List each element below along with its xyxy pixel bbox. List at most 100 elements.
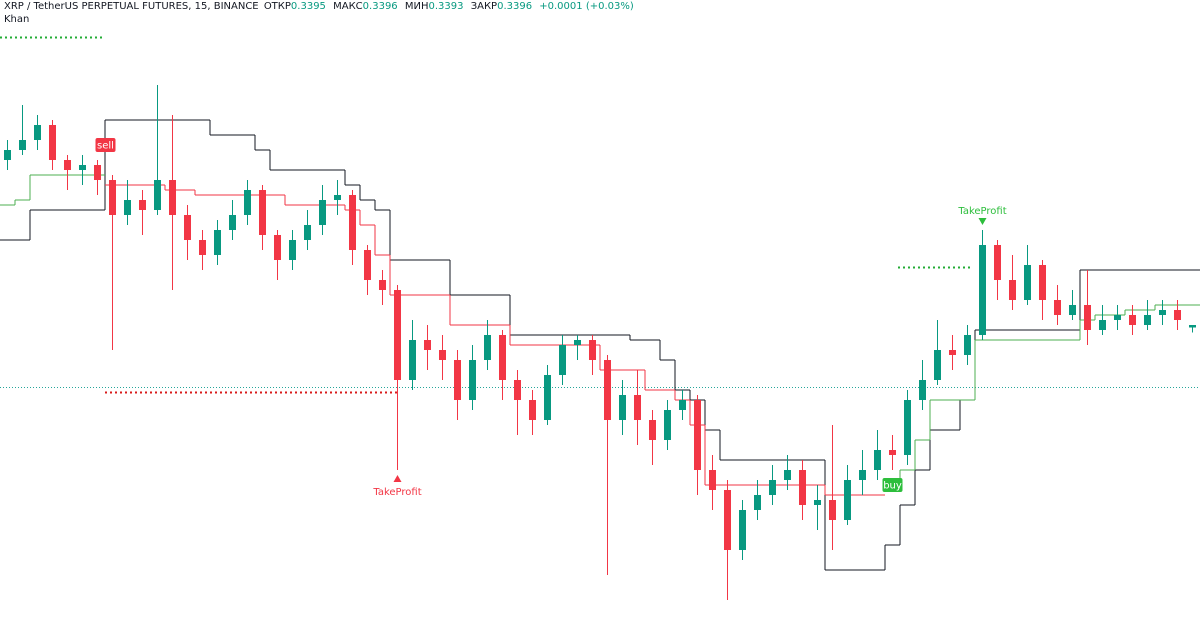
candle-body: [1024, 265, 1031, 300]
candle-body: [799, 470, 806, 505]
candle-body: [79, 165, 86, 170]
candle-body: [889, 450, 896, 455]
candle-body: [1114, 315, 1121, 320]
candle-body: [874, 450, 881, 470]
candle-body: [514, 380, 521, 400]
candle-body: [769, 480, 776, 495]
candle-body: [4, 150, 11, 160]
candle-body: [1069, 305, 1076, 315]
candle-body: [949, 350, 956, 355]
indicator-name: Khan: [4, 14, 30, 25]
candle-body: [1189, 325, 1196, 328]
candle-body: [199, 240, 206, 255]
candle-body: [1144, 315, 1151, 325]
candle-body: [424, 340, 431, 350]
candle-body: [259, 190, 266, 235]
candle-body: [1009, 280, 1016, 300]
candle-body: [934, 350, 941, 380]
candle-body: [964, 335, 971, 355]
symbol: XRP / TetherUS PERPETUAL FUTURES, 15, BI…: [4, 1, 259, 12]
candle-body: [289, 240, 296, 260]
ohlc-label: МАКС: [333, 1, 363, 12]
candle-body: [814, 500, 821, 505]
candle-body: [634, 395, 641, 420]
candle-body: [589, 340, 596, 360]
candle-body: [94, 165, 101, 180]
signal-arrow: [978, 218, 987, 225]
candle-body: [529, 400, 536, 420]
candle-body: [184, 215, 191, 240]
candle-body: [844, 480, 851, 520]
candle-body: [379, 280, 386, 290]
candle-body: [829, 500, 836, 520]
candle-body: [994, 245, 1001, 280]
candle-body: [49, 125, 56, 160]
candle-body: [604, 360, 611, 420]
ohlc-label: ЗАКР: [470, 1, 498, 12]
candle-body: [109, 180, 116, 215]
ohlc-value: 0.3396: [497, 1, 533, 12]
signal-label: TakeProfit: [957, 206, 1006, 217]
candle-body: [754, 495, 761, 510]
ohlc-value: 0.3396: [362, 1, 398, 12]
signal-box: [882, 478, 903, 492]
candle-body: [784, 470, 791, 480]
candle-body: [409, 340, 416, 380]
candle-body: [979, 245, 986, 335]
ohlc-label: ОТКР: [263, 1, 291, 12]
candle-body: [229, 215, 236, 230]
candle-body: [694, 400, 701, 470]
candle-body: [1129, 315, 1136, 325]
change: +0.0001 (+0.03%): [539, 1, 634, 12]
candle-body: [394, 290, 401, 380]
candle-body: [499, 335, 506, 380]
candle-body: [124, 200, 131, 215]
candle-body: [559, 345, 566, 375]
candle-body: [1054, 300, 1061, 315]
candle-body: [169, 180, 176, 215]
candle-body: [484, 335, 491, 360]
candle-body: [274, 235, 281, 260]
candle-body: [64, 160, 71, 170]
candle-body: [214, 230, 221, 255]
candle-body: [439, 350, 446, 360]
candle-body: [34, 125, 41, 140]
candle-body: [739, 510, 746, 550]
candle-body: [574, 340, 581, 345]
candle-body: [679, 400, 686, 410]
candle-body: [1039, 265, 1046, 300]
candle-body: [244, 190, 251, 215]
candle-body: [319, 200, 326, 225]
candle-body: [1159, 310, 1166, 315]
candle-body: [1084, 305, 1091, 330]
candle-body: [19, 140, 26, 150]
candle-body: [709, 470, 716, 490]
legend-header: XRP / TetherUS PERPETUAL FUTURES, 15, BI…: [4, 0, 638, 26]
candle-body: [304, 225, 311, 240]
candle-body: [454, 360, 461, 400]
candle-body: [364, 250, 371, 280]
signal-arrow: [393, 475, 402, 482]
signal-label: TakeProfit: [372, 487, 421, 498]
candle-body: [919, 380, 926, 400]
candle-body: [904, 400, 911, 455]
candle-body: [139, 200, 146, 210]
candle-body: [649, 420, 656, 440]
signal-label: sell: [97, 141, 114, 152]
candle-body: [1174, 310, 1181, 320]
signal-label: buy: [883, 481, 902, 492]
ohlc-label: МИН: [404, 1, 429, 12]
candle-body: [334, 195, 341, 200]
symbol-row: XRP / TetherUS PERPETUAL FUTURES, 15, BI…: [4, 0, 638, 13]
candle-body: [664, 410, 671, 440]
ohlc-value: 0.3395: [290, 1, 326, 12]
ohlc-value: 0.3393: [428, 1, 464, 12]
candle-body: [544, 375, 551, 420]
signal-box: [95, 138, 116, 152]
candle-body: [469, 360, 476, 400]
candle-body: [619, 395, 626, 420]
candle-body: [154, 180, 161, 210]
candle-body: [1099, 320, 1106, 330]
candle-body: [859, 470, 866, 480]
